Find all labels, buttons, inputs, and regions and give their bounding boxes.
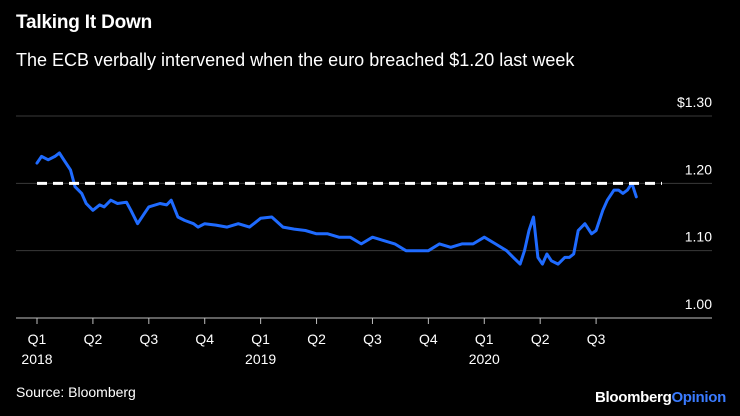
x-tick-label: Q4: [419, 331, 438, 347]
chart-title: Talking It Down: [16, 12, 152, 33]
x-tick-label: Q3: [363, 331, 382, 347]
brand-main: Bloomberg: [594, 389, 672, 406]
brand-logo: BloombergOpinion: [595, 389, 726, 406]
brand-accent: Opinion: [671, 389, 726, 406]
x-year-label: 2018: [21, 351, 52, 367]
x-tick-label: Q3: [587, 331, 606, 347]
x-tick-label: Q2: [84, 331, 103, 347]
y-tick-label: 1.20: [685, 161, 712, 177]
x-tick-label: Q4: [195, 331, 214, 347]
source-note: Source: Bloomberg: [16, 384, 136, 400]
x-tick-label: Q1: [28, 331, 47, 347]
x-tick-label: Q1: [251, 331, 270, 347]
x-tick-label: Q2: [307, 331, 326, 347]
y-tick-label: 1.00: [685, 296, 712, 312]
x-year-label: 2019: [245, 351, 276, 367]
x-tick-label: Q2: [531, 331, 550, 347]
chart-subtitle: The ECB verbally intervened when the eur…: [16, 50, 575, 70]
x-tick-label: Q1: [475, 331, 494, 347]
x-tick-label: Q3: [139, 331, 158, 347]
y-tick-label: $1.30: [677, 94, 712, 110]
x-year-label: 2020: [469, 351, 500, 367]
y-tick-label: 1.10: [685, 229, 712, 245]
series-line-eurusd: [35, 151, 638, 266]
